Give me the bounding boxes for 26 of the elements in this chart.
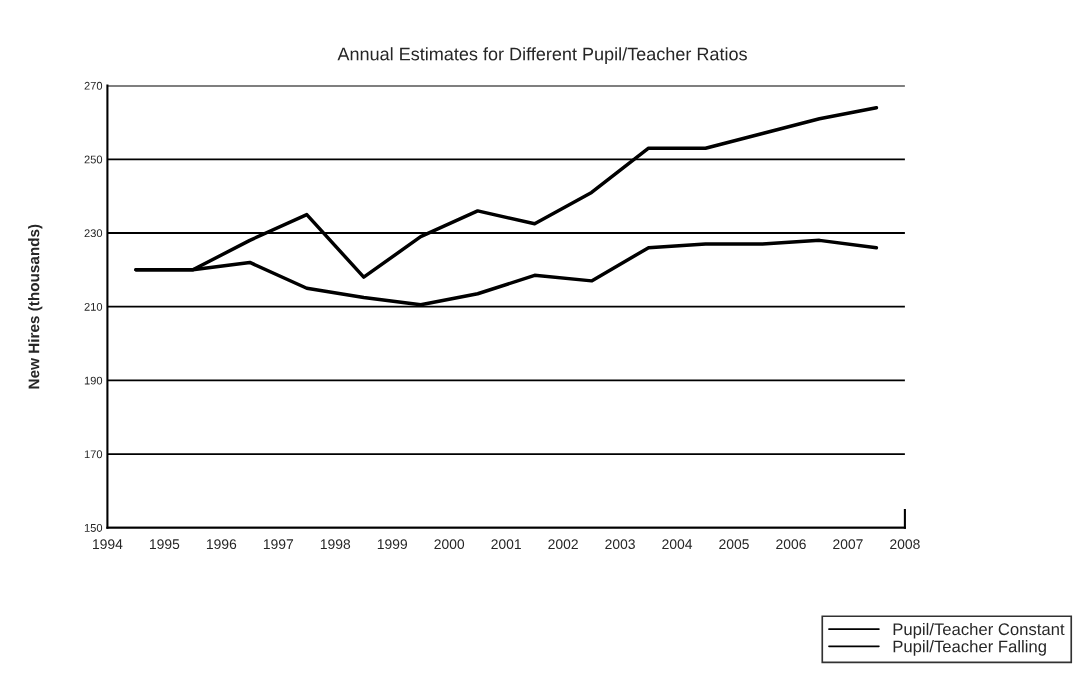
x-tick-label: 2002 <box>548 539 578 550</box>
y-tick-label: 190 <box>84 376 103 385</box>
x-tick-label: 2006 <box>776 539 806 550</box>
y-tick-label: 230 <box>84 229 103 238</box>
x-tick-label: 1995 <box>149 539 180 550</box>
legend-label: Pupil/Teacher Constant <box>893 622 1065 639</box>
y-tick-label: 210 <box>84 302 103 311</box>
x-tick-label: 1996 <box>206 539 237 550</box>
x-tick-label: 2008 <box>890 539 920 550</box>
y-axis-title: New Hires (thousands) <box>28 224 43 389</box>
x-tick-label: 2004 <box>662 539 693 550</box>
x-tick-label: 2003 <box>605 539 635 550</box>
y-tick-label: 270 <box>84 81 103 90</box>
x-tick-label: 1998 <box>320 539 351 550</box>
x-tick-label: 1994 <box>93 539 123 550</box>
x-tick-label: 2007 <box>833 539 863 550</box>
y-tick-label: 250 <box>84 155 103 164</box>
x-tick-label: 2000 <box>434 539 465 550</box>
y-tick-label: 150 <box>84 524 103 532</box>
x-tick-label: 1997 <box>263 539 294 550</box>
x-tick-label: 2001 <box>491 539 521 550</box>
chart-title: Annual Estimates for Different Pupil/Teacher Ratios <box>337 47 747 65</box>
x-tick-label: 2005 <box>719 539 749 550</box>
y-tick-label: 170 <box>84 450 103 459</box>
legend-label: Pupil/Teacher Falling <box>893 640 1046 656</box>
x-tick-label: 1999 <box>377 539 408 550</box>
